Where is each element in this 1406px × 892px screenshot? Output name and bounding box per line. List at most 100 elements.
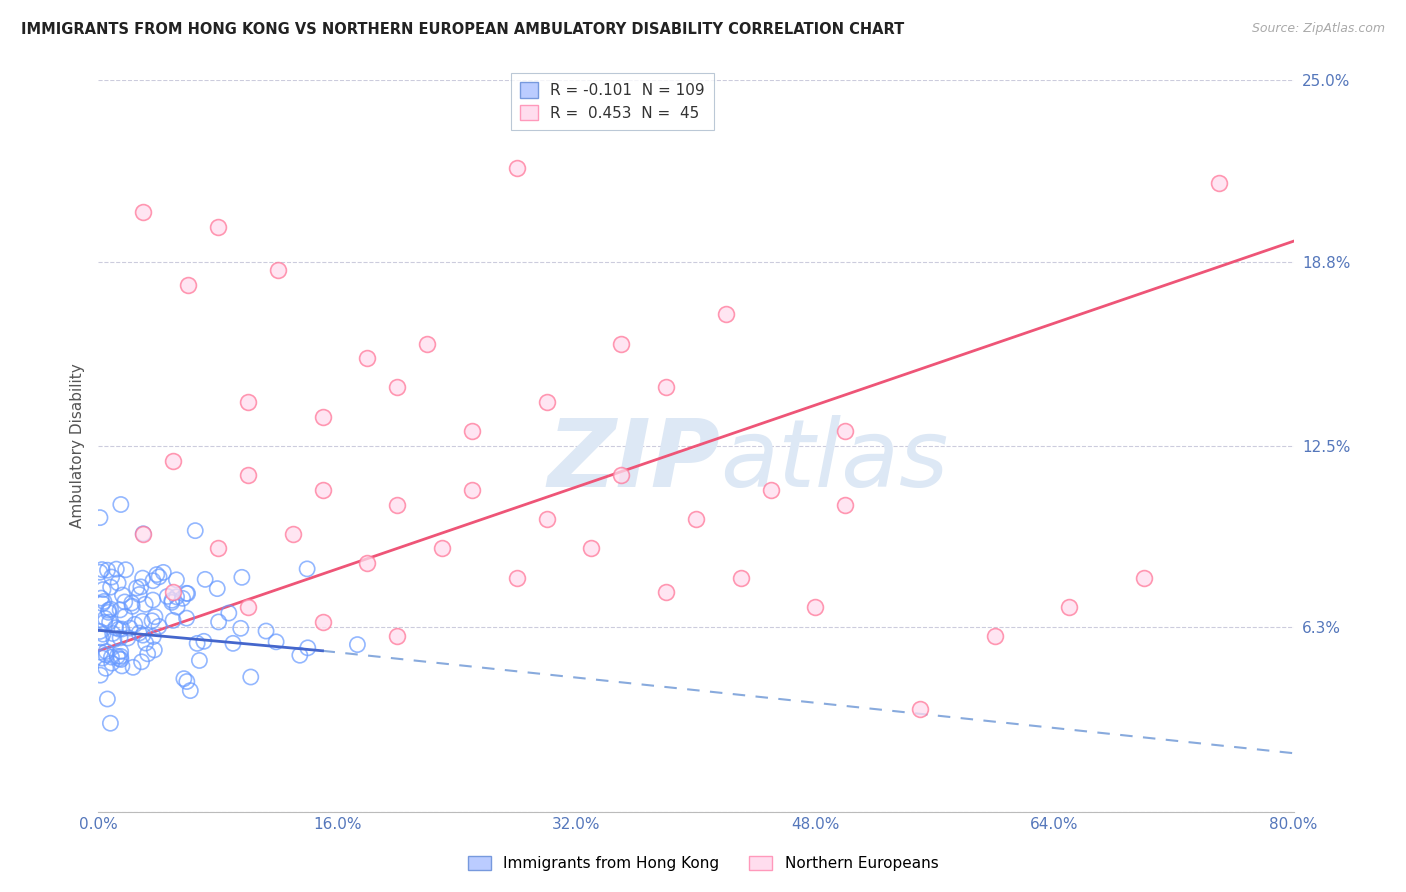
Point (416, 336, 439, 351)
Point (176, 611, 198, 625)
Point (160, 595, 183, 609)
Point (207, 615, 229, 629)
Point (730, 571, 752, 585)
Point (188, 653, 211, 667)
Point (581, 541, 603, 556)
Point (100, 656, 122, 670)
Point (1133, 571, 1156, 585)
Point (114, 563, 136, 577)
Point (118, 621, 141, 635)
Point (461, 483, 484, 497)
Point (281, 526, 304, 541)
Legend: Immigrants from Hong Kong, Northern Europeans: Immigrants from Hong Kong, Northern Euro… (461, 849, 945, 877)
Point (311, 615, 333, 629)
Point (90, 591, 112, 606)
Text: atlas: atlas (720, 415, 948, 506)
Point (506, 161, 529, 175)
Point (105, 562, 128, 576)
Point (165, 573, 187, 587)
Point (89, 510, 111, 524)
Point (254, 624, 277, 638)
Point (125, 581, 148, 595)
Point (1208, 176, 1230, 190)
Text: Source: ZipAtlas.com: Source: ZipAtlas.com (1251, 22, 1385, 36)
Point (193, 634, 215, 648)
Point (759, 483, 782, 497)
Point (97, 603, 120, 617)
Point (132, 628, 155, 642)
Point (179, 683, 201, 698)
Point (110, 498, 132, 512)
Point (104, 621, 127, 635)
Point (134, 597, 156, 611)
Point (162, 585, 184, 599)
Point (236, 599, 259, 614)
Point (506, 571, 529, 585)
Point (229, 621, 252, 635)
Point (93, 615, 115, 630)
Point (194, 573, 217, 587)
Point (295, 562, 318, 576)
Point (148, 570, 170, 584)
Point (356, 351, 378, 366)
Point (385, 498, 409, 512)
Point (142, 630, 165, 644)
Point (156, 590, 179, 604)
Point (346, 638, 368, 652)
Point (124, 617, 146, 632)
Point (91, 597, 114, 611)
Point (128, 588, 150, 602)
Point (264, 635, 287, 649)
Point (98, 615, 121, 629)
Point (91, 651, 114, 665)
Point (297, 640, 319, 655)
Point (91, 563, 114, 577)
Point (129, 580, 152, 594)
Point (89, 624, 111, 639)
Point (131, 655, 153, 669)
Point (107, 576, 129, 591)
Point (100, 580, 122, 594)
Point (536, 512, 558, 526)
Point (311, 409, 333, 424)
Point (89, 645, 111, 659)
Point (222, 636, 245, 650)
Text: IMMIGRANTS FROM HONG KONG VS NORTHERN EUROPEAN AMBULATORY DISABILITY CORRELATION: IMMIGRANTS FROM HONG KONG VS NORTHERN EU… (21, 22, 904, 37)
Point (108, 622, 131, 636)
Point (103, 632, 125, 647)
Point (610, 336, 633, 351)
Point (111, 622, 134, 636)
Point (655, 380, 678, 394)
Point (94, 661, 117, 675)
Point (96, 644, 118, 658)
Point (131, 571, 153, 585)
Point (834, 425, 856, 439)
Point (143, 609, 166, 624)
Point (131, 614, 153, 628)
Point (110, 644, 132, 658)
Point (135, 636, 157, 650)
Point (132, 205, 155, 219)
Point (267, 263, 290, 277)
Point (101, 626, 124, 640)
Point (111, 659, 134, 673)
Point (136, 647, 159, 661)
Point (96, 692, 118, 706)
Point (177, 278, 200, 293)
Point (176, 674, 198, 689)
Point (984, 629, 1007, 643)
Point (108, 603, 131, 617)
Point (176, 586, 198, 600)
Point (128, 626, 150, 640)
Point (166, 590, 188, 604)
Point (804, 599, 827, 614)
Point (207, 541, 229, 556)
Point (121, 599, 143, 614)
Point (94, 611, 117, 625)
Point (111, 588, 134, 602)
Point (385, 629, 409, 643)
Point (239, 670, 262, 684)
Text: ZIP: ZIP (547, 415, 720, 507)
Point (97, 606, 120, 620)
Point (89, 565, 111, 579)
